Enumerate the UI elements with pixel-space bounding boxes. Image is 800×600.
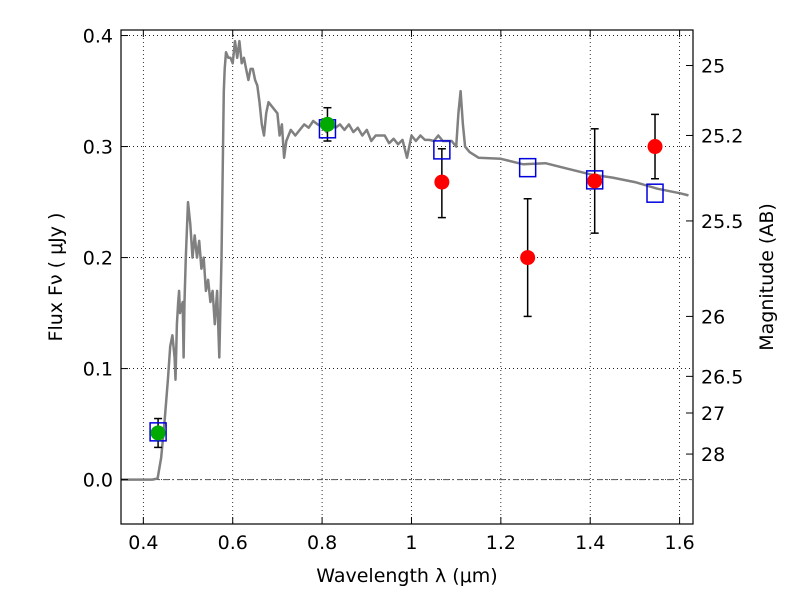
x-tick-labels: 0.4 0.6 0.8 1 1.2 1.4 1.6 xyxy=(128,532,694,554)
x-tick-label: 0.8 xyxy=(307,532,337,554)
x-tick-label: 1.6 xyxy=(664,532,694,554)
y-tick-label: 0.0 xyxy=(83,470,113,492)
right-tick-label: 26 xyxy=(701,306,725,328)
y-tick-label: 0.1 xyxy=(83,359,113,381)
data-markers xyxy=(149,116,664,442)
x-tick-label: 0.4 xyxy=(128,532,158,554)
red-data-point xyxy=(434,174,450,190)
x-tick-label: 1.4 xyxy=(575,532,605,554)
right-tick-label: 26.5 xyxy=(701,366,743,388)
ticks xyxy=(121,30,693,524)
green-data-point xyxy=(150,425,166,441)
grid xyxy=(121,30,693,524)
right-tick-label: 25.2 xyxy=(701,125,743,147)
y-tick-label: 0.4 xyxy=(83,26,113,48)
right-axis-label: Magnitude (AB) xyxy=(756,203,778,351)
red-data-point xyxy=(647,139,663,155)
y-tick-label: 0.3 xyxy=(83,137,113,159)
model-photometry-square xyxy=(433,140,451,160)
x-axis-label: Wavelength λ (μm) xyxy=(316,565,497,587)
y-tick-label: 0.2 xyxy=(83,248,113,270)
x-tick-label: 1.2 xyxy=(486,532,516,554)
right-tick-labels: 25 25.2 25.5 26 26.5 27 28 xyxy=(701,56,743,467)
x-tick-label: 0.6 xyxy=(218,532,248,554)
model-photometry-square xyxy=(518,157,537,178)
sed-model-layer xyxy=(121,39,689,481)
right-tick-label: 27 xyxy=(701,403,725,425)
x-tick-label: 1 xyxy=(405,532,417,554)
model-photometry-square xyxy=(585,170,604,190)
right-tick-label: 25 xyxy=(701,56,725,78)
right-tick-label: 25.5 xyxy=(701,211,743,233)
right-tick-label: 28 xyxy=(701,444,725,466)
sed-model-line xyxy=(121,39,689,481)
green-data-point xyxy=(319,116,335,132)
red-data-point xyxy=(587,173,603,189)
y-tick-labels: 0.0 0.1 0.2 0.3 0.4 xyxy=(83,26,113,492)
model-photometry-square xyxy=(149,422,167,442)
red-data-point xyxy=(520,250,536,266)
plot-frame xyxy=(120,29,694,525)
model-photometry-square xyxy=(646,183,664,203)
y-axis-label: Flux Fν ( μJy ) xyxy=(45,213,67,342)
